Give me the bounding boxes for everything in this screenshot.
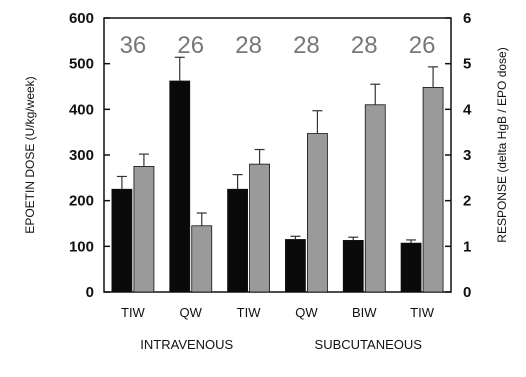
dose-bar [111,188,133,293]
ticks: 0 100 200 300 400 500 600 0 1 2 3 4 5 6 [69,10,472,301]
left-tick-label: 400 [69,101,94,118]
category-label: QW [295,305,318,320]
left-tick-label: 300 [69,147,94,164]
right-tick-label: 1 [463,238,471,255]
dose-bar [342,239,364,293]
response-bar [249,163,270,293]
right-tick-label: 4 [463,101,472,118]
right-tick-label: 0 [463,284,471,301]
labels: TIW 36 QW 26 TIW 28 QW 28 BIW 28 TIW 26 INTRAVENOUS S… [23,32,509,352]
category-label: BIW [352,305,377,320]
left-tick-label: 200 [69,193,94,210]
n-label: 28 [235,32,262,59]
dose-bar [169,80,191,293]
plot-frame [103,17,452,293]
right-tick-label: 2 [463,193,471,210]
group-label-intravenous: INTRAVENOUS [140,337,233,352]
right-tick-label: 3 [463,147,471,164]
left-tick-label: 0 [86,284,94,301]
left-tick-label: 500 [69,56,94,73]
response-bar [422,87,444,293]
dose-bar [227,188,248,293]
n-label: 26 [409,32,436,59]
category-label: TIW [410,305,435,320]
y-axis-left-title: EPOETIN DOSE (U/kg/week) [23,76,37,233]
dose-bar [285,239,306,293]
category-label: TIW [121,305,146,320]
n-label: 36 [120,32,147,59]
n-label: 26 [177,32,204,59]
y-axis-right-title: RESPONSE (delta HgB / EPO dose) [495,47,509,242]
response-bar [133,166,155,293]
category-label: QW [180,305,203,320]
right-tick-label: 5 [463,56,471,73]
right-tick-label: 6 [463,10,471,27]
category-label: TIW [237,305,262,320]
response-bar [364,104,386,293]
left-tick-label: 100 [69,238,94,255]
n-label: 28 [351,32,378,59]
plot-border [103,17,452,293]
response-bar [191,225,213,293]
left-tick-label: 600 [69,10,94,27]
response-bar [307,133,328,293]
n-label: 28 [293,32,320,59]
dose-bar [400,242,422,293]
bars [111,56,444,293]
group-label-subcutaneous: SUBCUTANEOUS [315,337,423,352]
